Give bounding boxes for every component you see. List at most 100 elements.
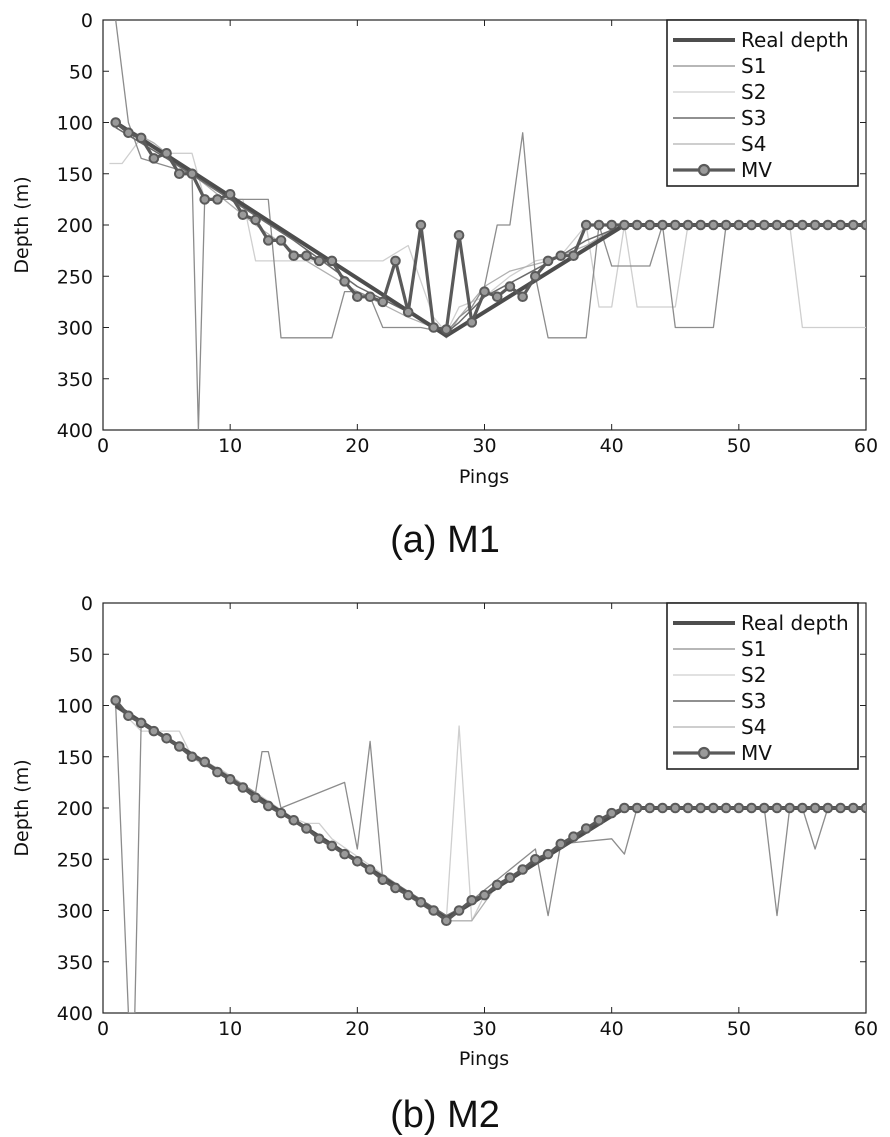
mv-marker (504, 281, 516, 292)
x-tick-label: 40 (600, 435, 624, 457)
mv-marker (657, 219, 668, 231)
mv-marker (619, 219, 630, 231)
x-axis-label: Pings (459, 1048, 509, 1070)
legend-entry-s3: S3 (741, 106, 766, 130)
mv-marker (847, 802, 859, 814)
mv-marker (237, 209, 249, 221)
mv-marker (733, 802, 745, 814)
mv-marker (593, 815, 605, 826)
mv-marker (402, 889, 414, 901)
y-tick-label: 0 (81, 10, 93, 32)
mv-marker (568, 250, 579, 262)
mv-marker (708, 219, 719, 231)
mv-marker (263, 800, 274, 812)
mv-marker (822, 802, 834, 814)
mv-marker (797, 802, 808, 814)
series-line-s1 (115, 705, 866, 1013)
mv-marker (758, 802, 770, 814)
mv-marker (542, 848, 554, 860)
mv-marker (326, 840, 338, 852)
x-tick-label: 20 (345, 435, 369, 457)
x-tick-label: 30 (472, 1018, 496, 1040)
legend-marker (697, 746, 711, 760)
mv-marker (453, 229, 465, 241)
mv-marker (504, 872, 516, 884)
y-tick-label: 400 (57, 420, 93, 442)
legend-entry-s4: S4 (741, 715, 766, 739)
y-tick-label: 350 (57, 369, 93, 391)
mv-marker (161, 147, 172, 159)
mv-marker (606, 807, 617, 819)
mv-marker (199, 756, 211, 768)
mv-marker (288, 250, 300, 262)
mv-marker (631, 219, 643, 231)
plot-lines (110, 695, 866, 1013)
legend-entry-s4: S4 (741, 132, 766, 156)
x-tick-label: 50 (727, 1018, 751, 1040)
mv-marker (682, 219, 694, 231)
mv-marker (847, 219, 859, 231)
mv-marker (186, 168, 198, 180)
mv-marker (720, 802, 732, 814)
mv-marker (835, 219, 846, 231)
series-line-s1 (115, 20, 866, 430)
mv-marker (364, 291, 376, 303)
mv-marker (352, 291, 363, 303)
y-tick-label: 150 (57, 747, 93, 769)
mv-marker (797, 219, 808, 231)
y-tick-label: 400 (57, 1003, 93, 1025)
mv-marker (148, 725, 160, 737)
mv-marker (784, 802, 796, 814)
mv-marker (606, 219, 617, 231)
mv-marker (517, 291, 528, 303)
mv-marker (313, 255, 325, 267)
mv-marker (174, 168, 185, 180)
mv-marker (580, 219, 592, 231)
mv-marker (491, 291, 503, 303)
legend-entry-mv: MV (741, 158, 772, 182)
mv-marker (339, 276, 350, 287)
x-tick-label: 0 (97, 1018, 109, 1040)
mv-marker (224, 774, 236, 785)
mv-marker (123, 710, 134, 722)
mv-marker (148, 153, 160, 164)
mv-marker (275, 807, 287, 819)
x-tick-label: 10 (218, 435, 242, 457)
mv-marker (402, 306, 414, 318)
legend-entry-real-depth: Real depth (741, 28, 849, 52)
mv-marker (135, 717, 147, 729)
series-line-s2 (115, 705, 866, 922)
x-tick-label: 40 (600, 1018, 624, 1040)
mv-marker (161, 733, 172, 744)
x-tick-label: 60 (854, 435, 878, 457)
panel-caption: (a) M1 (390, 519, 500, 561)
mv-marker (746, 802, 757, 814)
mv-marker (491, 879, 503, 891)
y-tick-label: 50 (69, 61, 93, 83)
mv-marker (809, 802, 821, 814)
mv-marker (619, 802, 630, 814)
mv-marker (313, 833, 325, 845)
legend-entry-s2: S2 (741, 663, 766, 687)
mv-marker (644, 802, 656, 814)
mv-marker (135, 132, 147, 144)
mv-marker (758, 219, 770, 231)
mv-marker (695, 802, 706, 814)
mv-marker (110, 117, 122, 128)
mv-marker (428, 905, 439, 916)
legend-entry-s1: S1 (741, 637, 766, 661)
mv-marker (733, 219, 745, 231)
mv-marker (644, 219, 656, 231)
legend-entry-mv: MV (741, 741, 772, 765)
x-tick-label: 0 (97, 435, 109, 457)
mv-marker (835, 802, 846, 814)
mv-marker (415, 897, 427, 908)
legend-entry-real-depth: Real depth (741, 611, 849, 635)
x-tick-label: 10 (218, 1018, 242, 1040)
mv-marker (415, 219, 427, 231)
mv-marker (186, 751, 198, 763)
mv-marker (377, 296, 389, 308)
legend-entry-s1: S1 (741, 54, 766, 78)
y-tick-label: 250 (57, 849, 93, 871)
series-line-s4 (115, 121, 866, 339)
